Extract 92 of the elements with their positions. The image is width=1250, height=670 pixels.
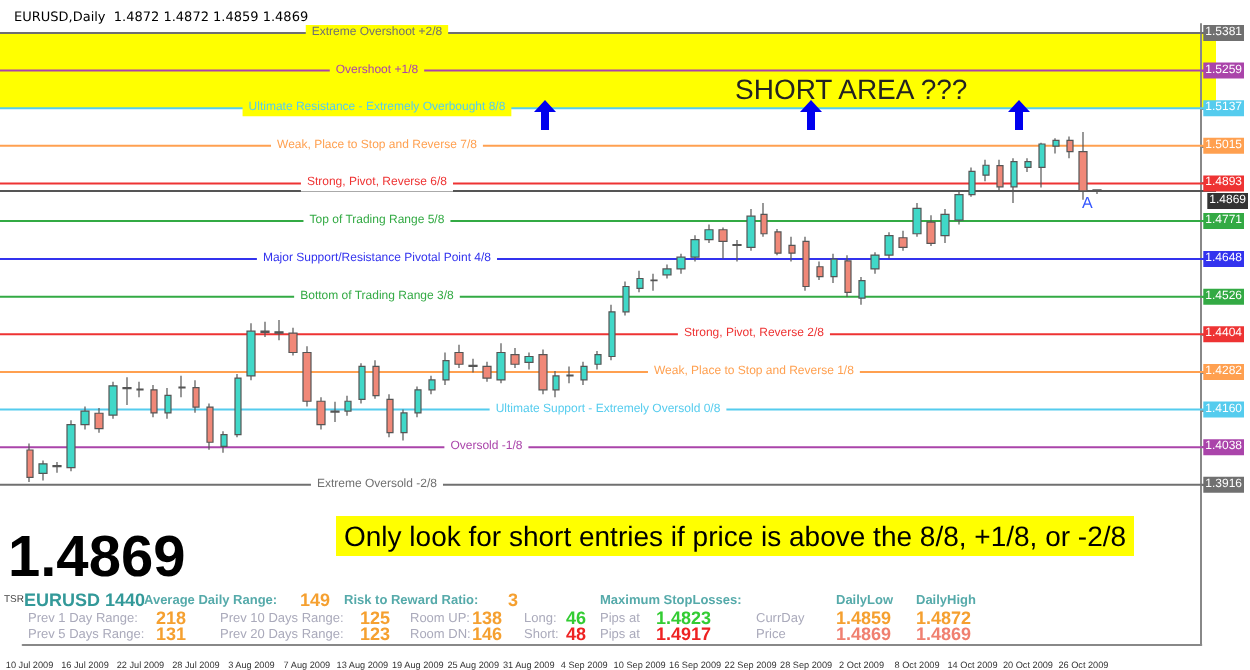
candlestick xyxy=(260,321,270,338)
candlestick xyxy=(662,264,672,280)
annotation: 131 xyxy=(156,624,187,644)
candlestick xyxy=(566,365,574,384)
candlestick xyxy=(676,253,686,275)
candlestick xyxy=(496,342,506,384)
annotation: 146 xyxy=(472,624,503,644)
annotation: A xyxy=(1082,194,1093,212)
candlestick xyxy=(234,373,242,438)
candlestick xyxy=(220,430,228,454)
candlestick xyxy=(274,319,284,341)
candlestick xyxy=(788,236,796,263)
candlestick xyxy=(344,395,352,417)
candlestick xyxy=(414,385,422,418)
candlestick xyxy=(622,280,630,317)
candlestick xyxy=(206,402,214,451)
candlestick xyxy=(580,361,588,386)
candlestick xyxy=(136,381,144,398)
candlestick xyxy=(1066,135,1074,159)
candlestick xyxy=(66,419,76,472)
candlestick xyxy=(510,347,520,369)
candlestick xyxy=(650,273,658,292)
candlestick xyxy=(982,159,990,182)
candlestick xyxy=(802,236,810,292)
annotation: 123 xyxy=(360,624,391,644)
annotation: 1.4869 xyxy=(916,624,972,644)
candlestick xyxy=(858,276,866,306)
candlestick xyxy=(288,327,298,357)
candlestick xyxy=(80,405,90,431)
candlestick xyxy=(844,254,852,298)
candlestick xyxy=(774,228,782,256)
candlestick xyxy=(718,226,728,260)
candlestick xyxy=(372,359,380,400)
annotation: 1.4869 xyxy=(8,526,186,590)
candlestick xyxy=(732,239,742,263)
candlestick xyxy=(482,361,492,383)
candlestick xyxy=(108,381,118,420)
candlestick xyxy=(26,442,34,483)
candlestick xyxy=(330,401,340,423)
candlestick xyxy=(150,384,158,418)
candlestick xyxy=(178,375,186,398)
annotation: EURUSD 1440 xyxy=(24,590,146,610)
annotation: 1.4872 xyxy=(916,607,972,627)
candlestick xyxy=(746,208,756,252)
annotation: 1.4859 xyxy=(836,607,892,627)
candlestick xyxy=(468,358,478,374)
candlestick xyxy=(636,270,644,293)
candlestick xyxy=(302,345,312,408)
candlestick xyxy=(524,351,534,371)
candlestick xyxy=(870,251,880,275)
annotation: 1.4917 xyxy=(656,624,712,644)
candlestick xyxy=(552,370,560,398)
annotation: 149 xyxy=(300,590,331,610)
candlestick xyxy=(122,376,132,406)
annotation: 46 xyxy=(566,607,587,627)
candlestick xyxy=(760,202,768,238)
annotation: 3 xyxy=(508,590,519,610)
candlestick xyxy=(926,214,936,247)
candlestick xyxy=(454,344,464,369)
annotation: 218 xyxy=(156,607,187,627)
candlestick xyxy=(94,407,104,434)
candlestick xyxy=(428,375,436,395)
candlestick xyxy=(1024,157,1032,173)
candlestick xyxy=(442,351,450,386)
candlestick xyxy=(608,304,616,361)
annotation: 1.4823 xyxy=(656,607,712,627)
candlestick xyxy=(246,322,256,381)
band-label: SHORT AREA ??? xyxy=(734,72,968,105)
candlestick xyxy=(940,208,950,244)
candlestick xyxy=(192,379,200,414)
candlestick xyxy=(912,202,922,238)
candlestick xyxy=(386,393,394,438)
candlestick xyxy=(816,260,824,281)
annotation: 138 xyxy=(472,607,503,627)
candlestick xyxy=(538,348,548,395)
annotation: 48 xyxy=(566,624,587,644)
candlestick xyxy=(884,231,894,260)
annotation: 1.4869 xyxy=(836,624,892,644)
candlestick xyxy=(690,234,700,263)
candlestick xyxy=(52,461,62,474)
annotation: 125 xyxy=(360,607,391,627)
candlestick xyxy=(164,387,172,420)
candlestick xyxy=(898,230,908,252)
candlestick xyxy=(316,396,326,431)
candlestick xyxy=(830,253,838,284)
candlestick xyxy=(358,362,366,404)
candlestick xyxy=(400,408,408,442)
candlestick xyxy=(594,350,602,371)
candlestick xyxy=(1052,137,1060,155)
candlestick xyxy=(704,223,714,244)
candlestick xyxy=(38,459,48,482)
annotation: Only look for short entries if price is above the 8/8, +1/8, or -2/8 xyxy=(336,516,1135,556)
